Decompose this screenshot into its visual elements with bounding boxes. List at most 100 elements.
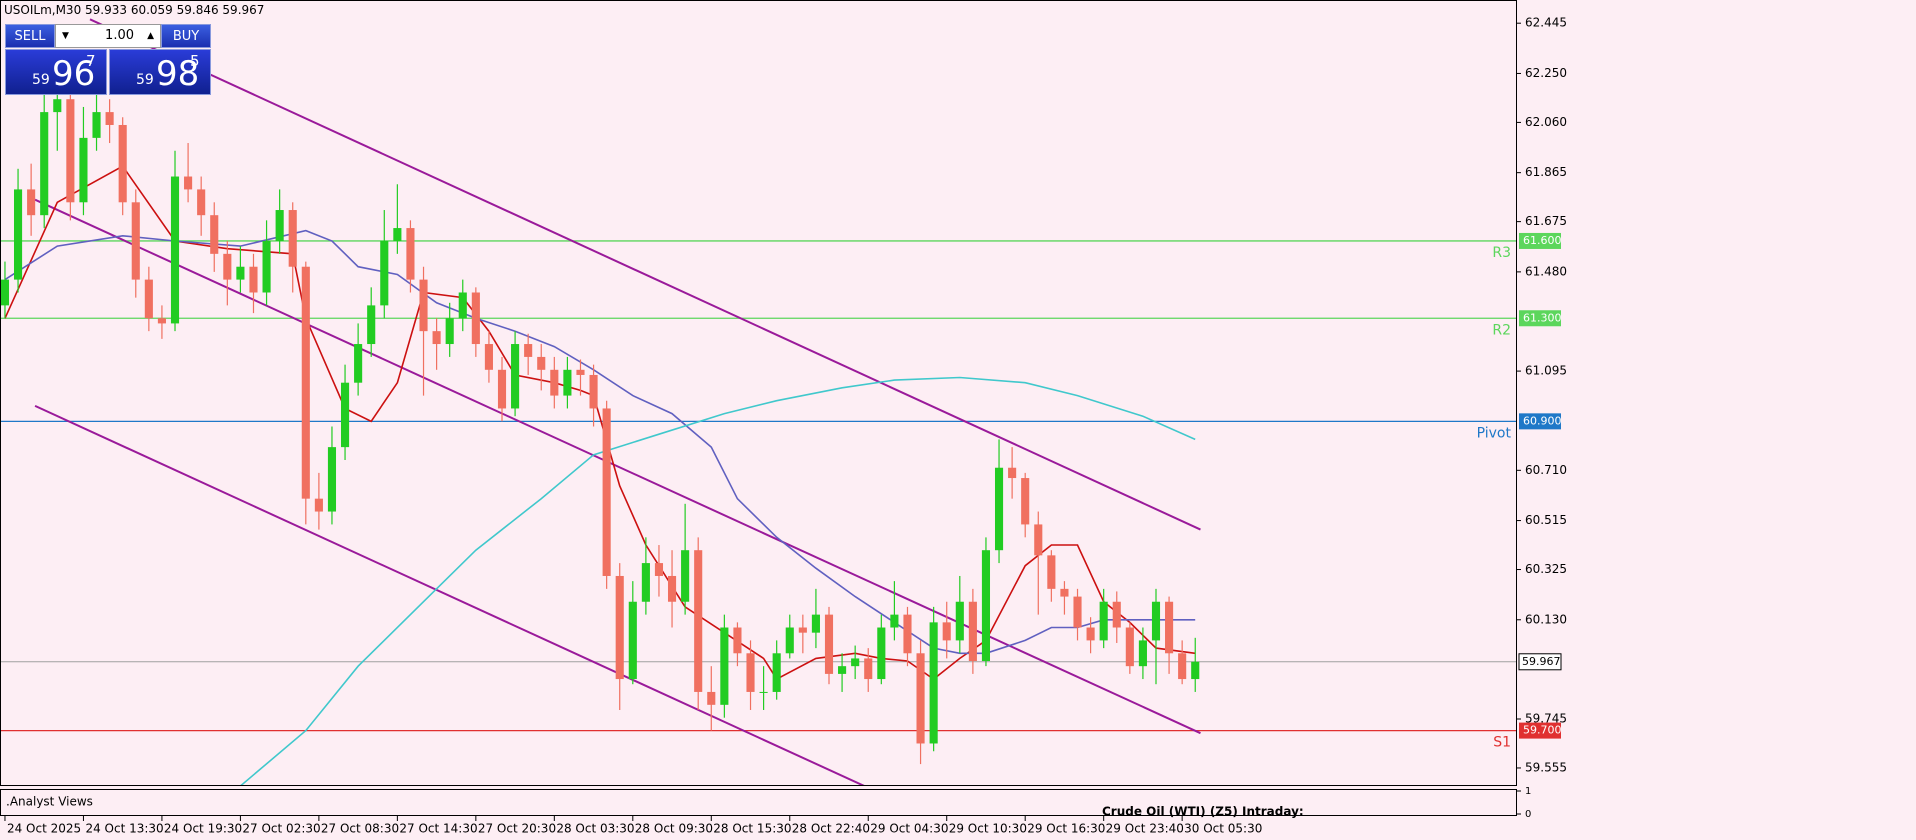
x-tick-label: 24 Oct 2025 — [7, 822, 81, 836]
candle-body — [1034, 524, 1043, 556]
candle-body — [615, 575, 624, 680]
candle-body — [1178, 653, 1187, 680]
candle-body — [340, 382, 350, 448]
price-point: 7 — [86, 52, 96, 70]
candle-body — [419, 279, 428, 332]
candle-body — [733, 627, 742, 654]
candle-body — [694, 550, 703, 692]
level-price-box — [1519, 232, 1561, 249]
x-tick-label: 29 Oct 16:30 — [1027, 822, 1105, 836]
candle-body — [27, 189, 36, 216]
x-tick-label: 28 Oct 15:30 — [713, 822, 791, 836]
y-tick-label: 59.745 — [1525, 711, 1567, 725]
level-price-label: 60.900 — [1523, 414, 1562, 427]
plot — [1, 18, 1516, 785]
moving-average — [4, 229, 1196, 655]
candle-body — [406, 228, 415, 280]
lot-up[interactable]: ▲ — [147, 31, 154, 41]
candle-body — [249, 266, 258, 293]
candle-body — [838, 666, 847, 674]
candle-body — [667, 575, 677, 602]
candle-body — [275, 210, 284, 241]
level-price-box — [1519, 722, 1561, 739]
candle-body — [811, 614, 820, 633]
candle-body — [1073, 596, 1082, 628]
candle-body — [380, 240, 389, 306]
x-tick-label: 30 Oct 05:30 — [1184, 822, 1262, 836]
candle-body — [641, 563, 650, 602]
x-tick-label: 29 Oct 04:30 — [870, 822, 948, 836]
buy-button[interactable]: BUY — [161, 24, 211, 48]
candle-body — [1165, 601, 1174, 654]
x-tick-label: 28 Oct 09:30 — [635, 822, 713, 836]
candle-body — [236, 266, 245, 280]
candle-body — [942, 622, 951, 641]
candle-body — [484, 344, 493, 370]
candle-body — [1021, 478, 1030, 525]
candle-body — [602, 408, 611, 576]
candle-body — [576, 369, 585, 375]
level-price-box — [1519, 310, 1561, 327]
candle-body — [1112, 601, 1121, 628]
x-tick-label: 27 Oct 14:30 — [399, 822, 477, 836]
buy-price[interactable]: 59 98 5 — [109, 49, 211, 95]
lot-input[interactable]: ▼ 1.00 ▲ — [55, 24, 161, 48]
price-pips: 98 — [156, 54, 200, 94]
candle-body — [118, 124, 127, 203]
candle-body — [262, 240, 271, 293]
candle-body — [1047, 555, 1056, 589]
level-label: R2 — [1492, 322, 1511, 338]
lot-down[interactable]: ▼ — [62, 31, 69, 41]
candle-body — [864, 658, 873, 680]
candle-body — [759, 691, 768, 693]
candle-body — [367, 305, 376, 345]
candle-body — [537, 356, 546, 370]
y-tick-label: 61.095 — [1525, 364, 1567, 378]
y-tick-label: 61.480 — [1525, 264, 1567, 278]
y-tick-label: 60.515 — [1525, 513, 1567, 527]
candle-body — [798, 627, 807, 633]
sell-button[interactable]: SELL — [5, 24, 55, 48]
candle-body — [92, 112, 101, 138]
candle-body — [877, 627, 886, 680]
candle-body — [994, 467, 1004, 551]
candle-body — [1060, 588, 1069, 597]
candle-body — [1008, 467, 1017, 479]
candle-body — [589, 374, 598, 409]
candle-body — [314, 498, 323, 512]
candle-body — [929, 622, 938, 744]
y-tick-label: 60.325 — [1525, 562, 1567, 576]
candle-body — [681, 550, 690, 602]
channel-line — [34, 198, 1201, 735]
y-tick-label: 62.445 — [1525, 16, 1567, 30]
sell-price[interactable]: 59 96 7 — [5, 49, 107, 95]
y-tick-label: 61.865 — [1525, 165, 1567, 179]
candle-body — [327, 447, 337, 512]
candle-body — [105, 112, 114, 125]
candle-body — [563, 369, 572, 396]
x-tick-label: 28 Oct 22:40 — [792, 822, 870, 836]
candle-body — [497, 369, 507, 409]
candle-body — [1191, 661, 1200, 680]
y-tick-label: 60.710 — [1525, 463, 1567, 477]
plot-frame — [0, 0, 1517, 786]
candle-body — [916, 653, 925, 744]
candle-body — [746, 653, 755, 692]
level-label: Pivot — [1477, 425, 1512, 441]
channel-line — [34, 404, 865, 785]
x-tick-label: 27 Oct 02:30 — [242, 822, 320, 836]
last-price-box — [1518, 653, 1562, 671]
symbol-header: USOILm,M30 59.933 60.059 59.846 59.967 — [4, 3, 265, 17]
level-label: R3 — [1492, 245, 1511, 261]
candle-body — [1, 279, 10, 306]
candle-body — [445, 318, 454, 345]
level-price-box — [1519, 413, 1561, 430]
candle-body — [157, 318, 166, 324]
candle-body — [707, 691, 716, 705]
lot-value: 1.00 — [105, 28, 134, 43]
candle-body — [223, 253, 232, 280]
candle-body — [301, 266, 310, 499]
candle-body — [550, 369, 559, 396]
